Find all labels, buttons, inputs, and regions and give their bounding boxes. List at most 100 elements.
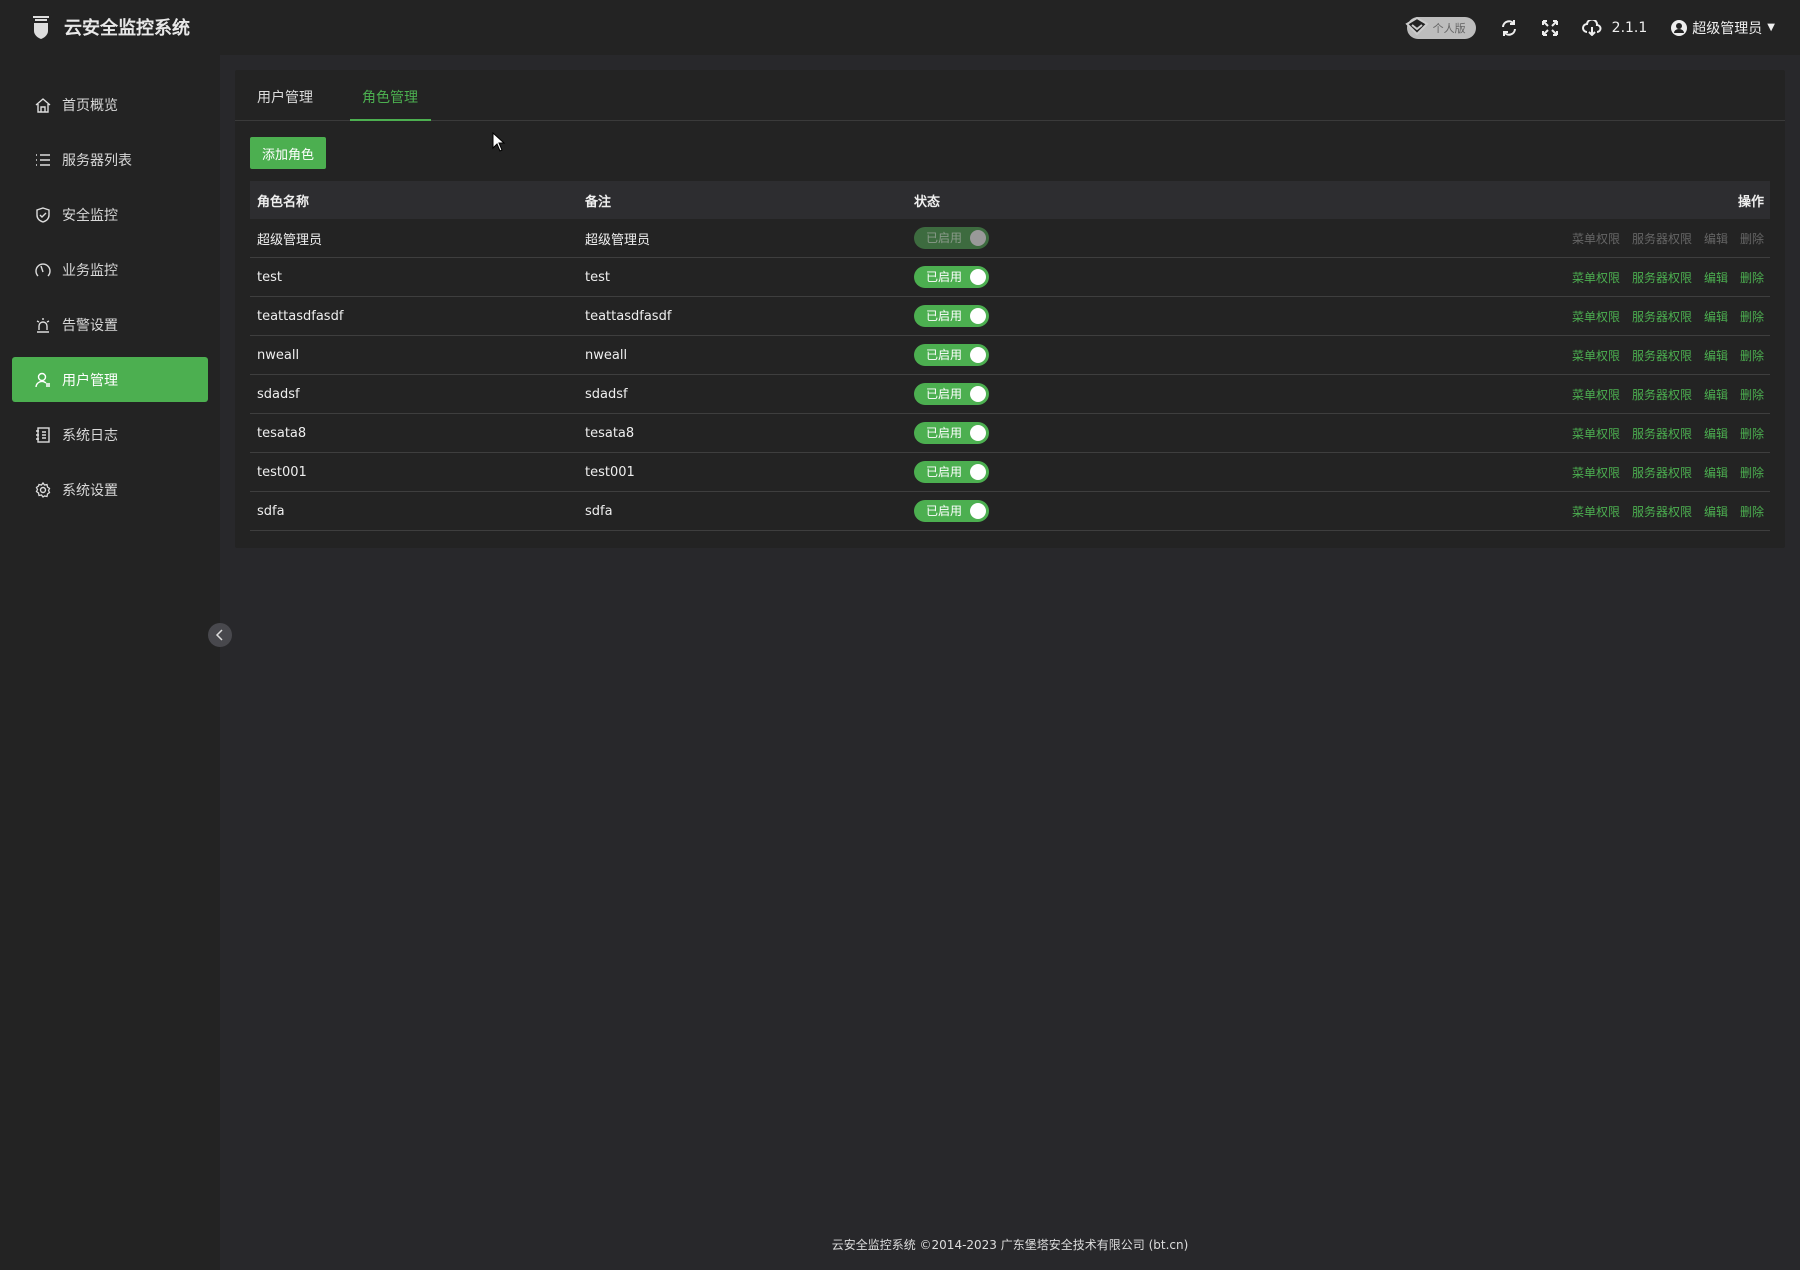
role-note: 超级管理员 [585,232,651,248]
action-edit-link[interactable]: 编辑 [1703,426,1728,441]
status-toggle[interactable]: 已启用 [914,227,989,249]
chevron-left-icon [215,629,223,641]
role-note: tesata8 [585,425,635,441]
sidebar: 首页概览服务器列表安全监控业务监控告警设置用户管理系统日志系统设置 [0,55,220,1270]
cloud-download-icon [1581,19,1602,36]
tabs: 用户管理 角色管理 [235,70,1785,121]
role-name: nweall [257,347,300,363]
column-header-actions: 操作 [1737,194,1764,210]
action-server-permission-link[interactable]: 服务器权限 [1631,387,1692,402]
log-icon [36,426,50,443]
status-toggle[interactable]: 已启用 [914,422,989,444]
table-row: nweall nweall 已启用 菜单权限 服务器权限 编辑 删除 [250,336,1770,375]
action-edit-link[interactable]: 编辑 [1703,348,1728,363]
caret-down-icon: ▼ [1767,22,1775,33]
tab-role-management[interactable]: 角色管理 [350,70,431,121]
role-note: nweall [585,347,628,363]
action-menu-permission-link[interactable]: 菜单权限 [1571,231,1620,246]
sidebar-item-0[interactable]: 首页概览 [12,82,208,127]
user-menu[interactable]: 超级管理员 ▼ [1671,18,1775,38]
column-header-name: 角色名称 [257,194,310,210]
action-delete-link[interactable]: 删除 [1739,231,1764,246]
column-header-note: 备注 [585,194,612,210]
action-delete-link[interactable]: 删除 [1739,348,1764,363]
action-server-permission-link[interactable]: 服务器权限 [1631,504,1692,519]
add-role-button[interactable]: 添加角色 [250,137,326,169]
role-name: test [257,269,282,285]
tab-user-management[interactable]: 用户管理 [257,90,313,106]
sidebar-item-6[interactable]: 系统日志 [12,412,208,457]
status-toggle[interactable]: 已启用 [914,266,989,288]
table-row: sdfa sdfa 已启用 菜单权限 服务器权限 编辑 删除 [250,492,1770,531]
fullscreen-icon[interactable] [1541,19,1558,36]
gauge-icon [35,262,51,276]
role-name: sdadsf [257,386,300,402]
action-server-permission-link[interactable]: 服务器权限 [1631,348,1692,363]
status-toggle[interactable]: 已启用 [914,500,989,522]
role-note: teattasdfasdf [585,308,672,324]
action-delete-link[interactable]: 删除 [1739,426,1764,441]
action-server-permission-link[interactable]: 服务器权限 [1631,270,1692,285]
action-server-permission-link[interactable]: 服务器权限 [1631,309,1692,324]
list-icon [36,153,50,166]
roles-table: 角色名称 备注 状态 操作 超级管理员 超级管理员 已启用 菜单权限 服务器权限 编辑 删除… [250,181,1770,531]
role-note: sdfa [585,503,613,519]
table-row: 超级管理员 超级管理员 已启用 菜单权限 服务器权限 编辑 删除 [250,219,1770,258]
gear-icon [35,481,51,498]
version-label: 2.1.1 [1611,19,1648,36]
action-delete-link[interactable]: 删除 [1739,504,1764,519]
sidebar-item-label: 安全监控 [62,207,118,224]
role-note: sdadsf [585,386,628,402]
status-toggle[interactable]: 已启用 [914,461,989,483]
user-avatar-icon [1671,19,1688,36]
refresh-icon[interactable] [1500,19,1518,37]
footer-copyright: 云安全监控系统 ©2014-2023 广东堡塔安全技术有限公司 (bt.cn) [831,1238,1189,1252]
sidebar-item-label: 用户管理 [62,372,118,389]
version-indicator[interactable]: 2.1.1 [1581,19,1648,36]
action-menu-permission-link[interactable]: 菜单权限 [1571,348,1620,363]
action-menu-permission-link[interactable]: 菜单权限 [1571,309,1620,324]
sidebar-item-1[interactable]: 服务器列表 [12,137,208,182]
role-note: test001 [585,464,635,480]
role-name: tesata8 [257,425,307,441]
action-delete-link[interactable]: 删除 [1739,387,1764,402]
action-server-permission-link[interactable]: 服务器权限 [1631,426,1692,441]
collapse-sidebar-button[interactable] [208,623,232,647]
edition-badge[interactable]: 个人版 [1405,16,1476,39]
table-row: test001 test001 已启用 菜单权限 服务器权限 编辑 删除 [250,453,1770,492]
action-edit-link[interactable]: 编辑 [1703,231,1728,246]
sidebar-item-3[interactable]: 业务监控 [12,247,208,292]
status-toggle[interactable]: 已启用 [914,344,989,366]
action-delete-link[interactable]: 删除 [1739,270,1764,285]
status-toggle[interactable]: 已启用 [914,383,989,405]
action-server-permission-link[interactable]: 服务器权限 [1631,231,1692,246]
status-toggle[interactable]: 已启用 [914,305,989,327]
sidebar-item-label: 业务监控 [62,262,118,279]
edition-label: 个人版 [1432,21,1466,35]
top-header: 云安全监控系统 个人版 2.1.1 超级管理员 ▼ [0,0,1800,55]
action-edit-link[interactable]: 编辑 [1703,270,1728,285]
action-delete-link[interactable]: 删除 [1739,309,1764,324]
action-menu-permission-link[interactable]: 菜单权限 [1571,270,1620,285]
table-header: 角色名称 备注 状态 操作 [250,181,1770,219]
action-edit-link[interactable]: 编辑 [1703,387,1728,402]
sidebar-item-5[interactable]: 用户管理 [12,357,208,402]
sidebar-item-label: 系统日志 [62,427,118,444]
sidebar-item-label: 服务器列表 [62,152,132,169]
sidebar-item-2[interactable]: 安全监控 [12,192,208,237]
sidebar-item-4[interactable]: 告警设置 [12,302,208,347]
action-menu-permission-link[interactable]: 菜单权限 [1571,387,1620,402]
action-edit-link[interactable]: 编辑 [1703,309,1728,324]
role-note: test [585,269,610,285]
action-server-permission-link[interactable]: 服务器权限 [1631,465,1692,480]
action-menu-permission-link[interactable]: 菜单权限 [1571,426,1620,441]
action-menu-permission-link[interactable]: 菜单权限 [1571,465,1620,480]
action-edit-link[interactable]: 编辑 [1703,465,1728,480]
sidebar-item-7[interactable]: 系统设置 [12,467,208,512]
action-delete-link[interactable]: 删除 [1739,465,1764,480]
shield-icon [36,206,50,223]
sidebar-item-label: 告警设置 [62,317,118,334]
action-edit-link[interactable]: 编辑 [1703,504,1728,519]
user-name: 超级管理员 [1692,20,1763,37]
action-menu-permission-link[interactable]: 菜单权限 [1571,504,1620,519]
